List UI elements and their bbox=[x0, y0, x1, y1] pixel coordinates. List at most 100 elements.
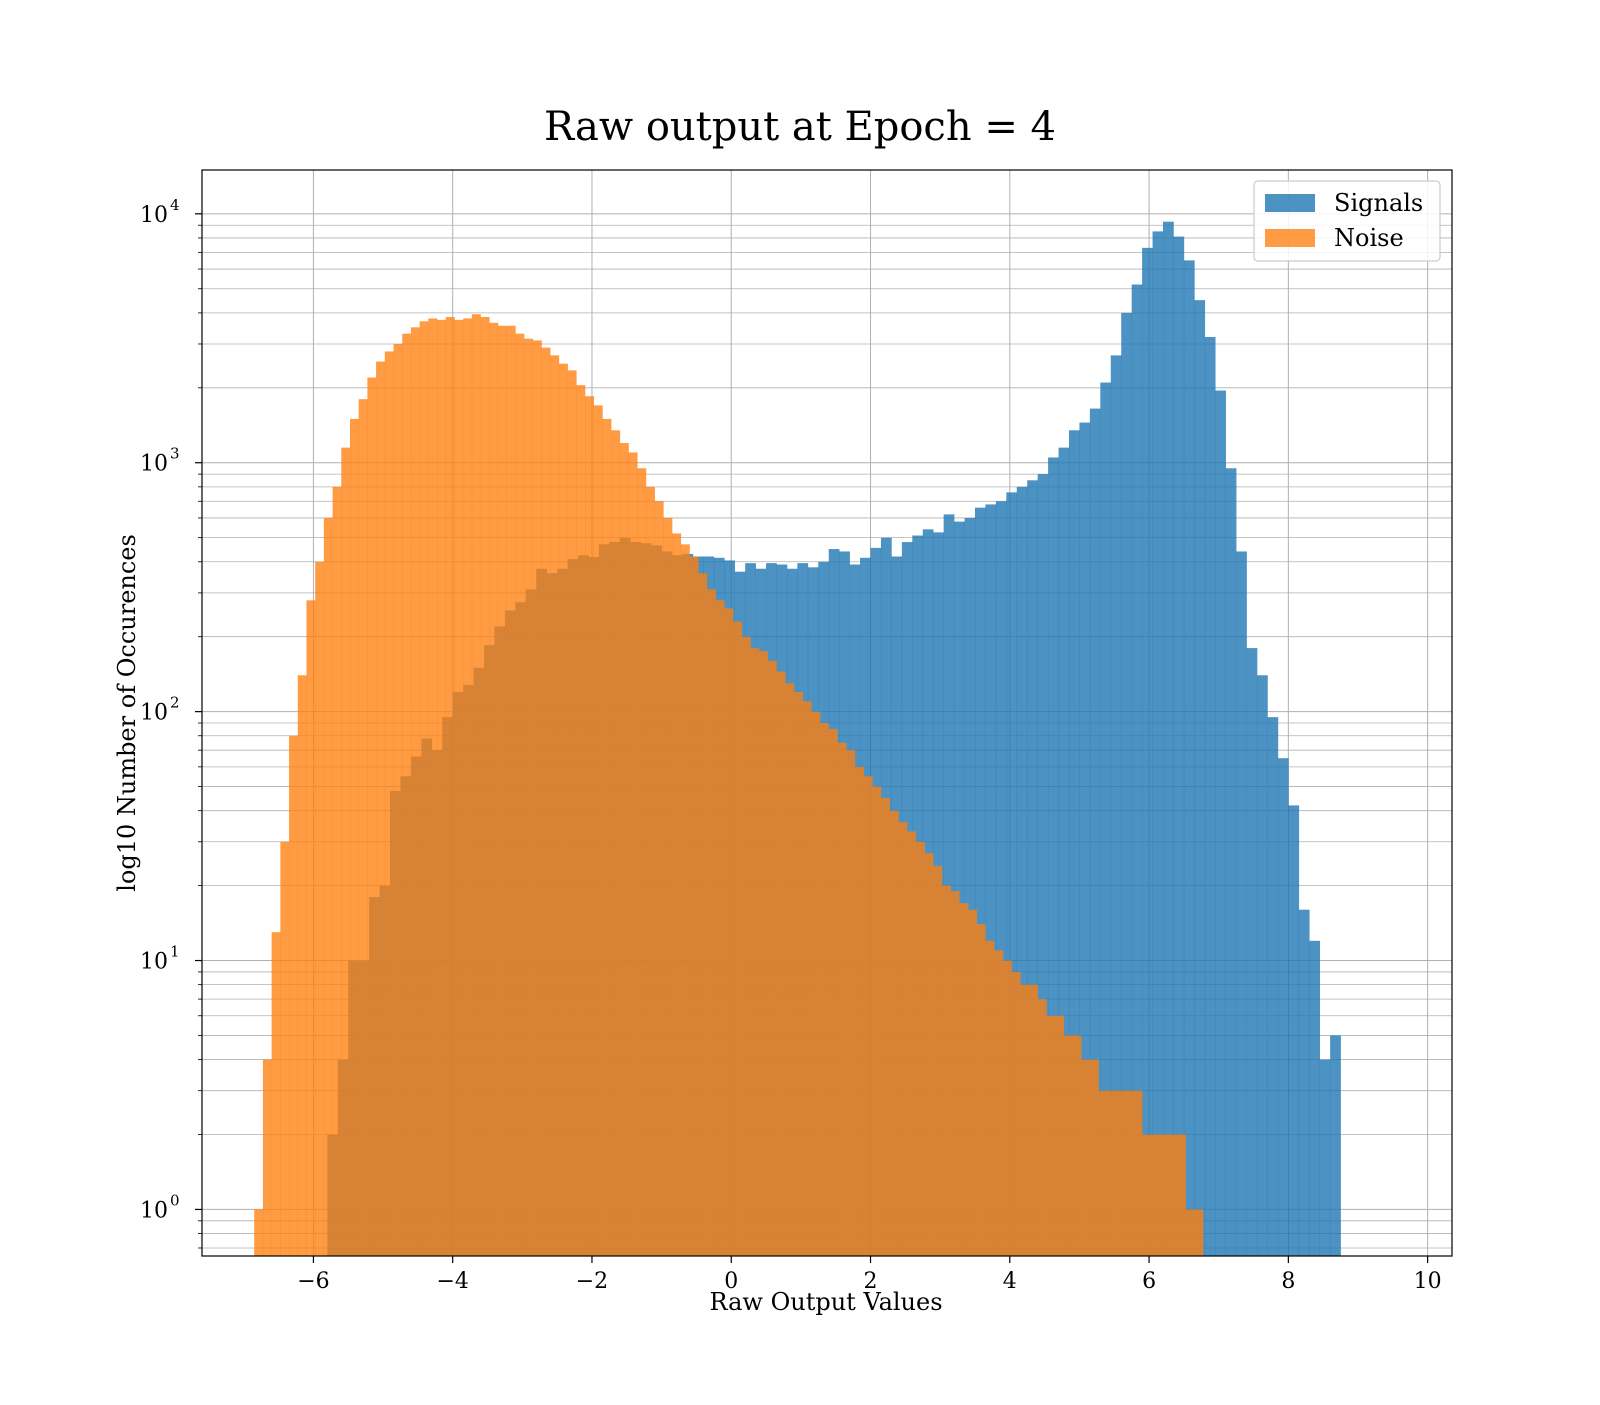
noise-bar bbox=[854, 766, 864, 1256]
noise-bar bbox=[323, 517, 333, 1256]
noise-bar bbox=[828, 729, 838, 1256]
noise-bar bbox=[410, 327, 420, 1257]
noise-bar bbox=[297, 675, 307, 1256]
noise-bar bbox=[968, 909, 978, 1256]
noise-bar bbox=[585, 396, 595, 1257]
noise-bar bbox=[1185, 1209, 1195, 1256]
noise-bar bbox=[306, 600, 316, 1256]
noise-bar bbox=[706, 589, 716, 1256]
signals-bar bbox=[1048, 457, 1059, 1256]
noise-bar bbox=[280, 841, 290, 1256]
y-tick-label: 10 bbox=[140, 950, 168, 975]
y-tick-exponent: 2 bbox=[170, 694, 180, 712]
y-axis-label: log10 Number of Occurences bbox=[113, 534, 141, 892]
noise-bar bbox=[994, 950, 1004, 1256]
noise-bar bbox=[541, 347, 551, 1257]
signals-bar bbox=[943, 514, 955, 1256]
noise-bar bbox=[1011, 971, 1021, 1256]
noise-bar bbox=[732, 621, 742, 1256]
noise-bar bbox=[645, 486, 655, 1257]
noise-bar bbox=[741, 636, 751, 1256]
signals-bar bbox=[1173, 236, 1185, 1257]
noise-bar bbox=[924, 853, 934, 1256]
legend-label-noise: Noise bbox=[1334, 224, 1404, 252]
signals-bar bbox=[1236, 551, 1247, 1256]
noise-bar bbox=[1098, 1090, 1108, 1256]
noise-bar bbox=[863, 776, 873, 1256]
noise-bar bbox=[1055, 1015, 1065, 1256]
noise-bar bbox=[1115, 1090, 1126, 1256]
signals-bar bbox=[1006, 492, 1018, 1256]
signals-bar bbox=[1183, 260, 1195, 1256]
chart-title: Raw output at Epoch = 4 bbox=[544, 104, 1056, 150]
noise-bar bbox=[820, 723, 830, 1256]
noise-bar bbox=[915, 841, 925, 1256]
noise-bar bbox=[515, 333, 525, 1256]
noise-series bbox=[254, 314, 1204, 1257]
signals-bar bbox=[1027, 480, 1038, 1256]
noise-bar bbox=[619, 443, 629, 1256]
noise-bar bbox=[950, 891, 960, 1256]
noise-bar bbox=[880, 797, 890, 1256]
x-tick-label: 4 bbox=[1003, 1269, 1017, 1294]
noise-bar bbox=[611, 430, 621, 1256]
noise-bar bbox=[759, 651, 769, 1256]
noise-bar bbox=[489, 322, 499, 1256]
noise-bar bbox=[663, 517, 673, 1256]
y-tick-exponent: 4 bbox=[170, 196, 180, 214]
noise-bar bbox=[654, 501, 664, 1256]
noise-bar bbox=[532, 340, 542, 1257]
noise-bar bbox=[1176, 1134, 1186, 1256]
y-tick-label: 10 bbox=[140, 1198, 168, 1223]
noise-bar bbox=[437, 319, 447, 1257]
noise-bar bbox=[1150, 1134, 1160, 1256]
signals-bar bbox=[1225, 468, 1237, 1256]
x-tick-label: −4 bbox=[436, 1269, 468, 1294]
y-tick-exponent: 3 bbox=[170, 445, 180, 463]
signals-bar bbox=[1142, 247, 1153, 1257]
noise-bar bbox=[1020, 984, 1030, 1256]
noise-bar bbox=[1133, 1090, 1143, 1256]
signals-bar bbox=[954, 521, 965, 1256]
signals-bar bbox=[1319, 1059, 1331, 1256]
signals-bar bbox=[1037, 474, 1049, 1256]
noise-bar bbox=[524, 338, 534, 1256]
noise-bar bbox=[872, 786, 882, 1256]
noise-bar bbox=[1159, 1134, 1169, 1256]
noise-bar bbox=[506, 325, 516, 1257]
noise-bar bbox=[1028, 984, 1038, 1256]
signals-bar bbox=[1058, 447, 1070, 1257]
y-tick-label: 10 bbox=[140, 203, 168, 228]
noise-bar bbox=[602, 418, 612, 1257]
x-tick-label: −6 bbox=[297, 1269, 329, 1294]
y-tick-label: 10 bbox=[140, 452, 168, 477]
noise-bar bbox=[1107, 1090, 1117, 1256]
noise-bar bbox=[1089, 1059, 1099, 1256]
signals-bar bbox=[1215, 390, 1226, 1256]
signals-bar bbox=[1016, 486, 1028, 1257]
noise-bar bbox=[907, 831, 917, 1256]
noise-bar bbox=[497, 325, 507, 1257]
noise-bar bbox=[750, 648, 760, 1256]
noise-bar bbox=[793, 691, 803, 1256]
noise-bar bbox=[262, 1059, 272, 1256]
signals-bar bbox=[1100, 382, 1112, 1256]
noise-bar bbox=[976, 924, 986, 1256]
noise-bar bbox=[480, 317, 490, 1256]
noise-bar bbox=[332, 486, 342, 1257]
y-tick-label: 10 bbox=[140, 701, 168, 726]
signals-bar bbox=[1068, 430, 1080, 1256]
noise-bar bbox=[341, 447, 351, 1257]
signals-bar bbox=[1194, 300, 1206, 1256]
signals-bar bbox=[1110, 355, 1122, 1256]
noise-bar bbox=[393, 343, 403, 1256]
noise-bar bbox=[254, 1209, 264, 1256]
signals-bar bbox=[1267, 717, 1279, 1256]
noise-bar bbox=[1168, 1134, 1178, 1256]
noise-bar bbox=[933, 865, 943, 1256]
noise-bar bbox=[959, 903, 969, 1256]
noise-bar bbox=[271, 932, 281, 1256]
x-tick-label: 0 bbox=[724, 1269, 738, 1294]
signals-bar bbox=[974, 507, 986, 1256]
